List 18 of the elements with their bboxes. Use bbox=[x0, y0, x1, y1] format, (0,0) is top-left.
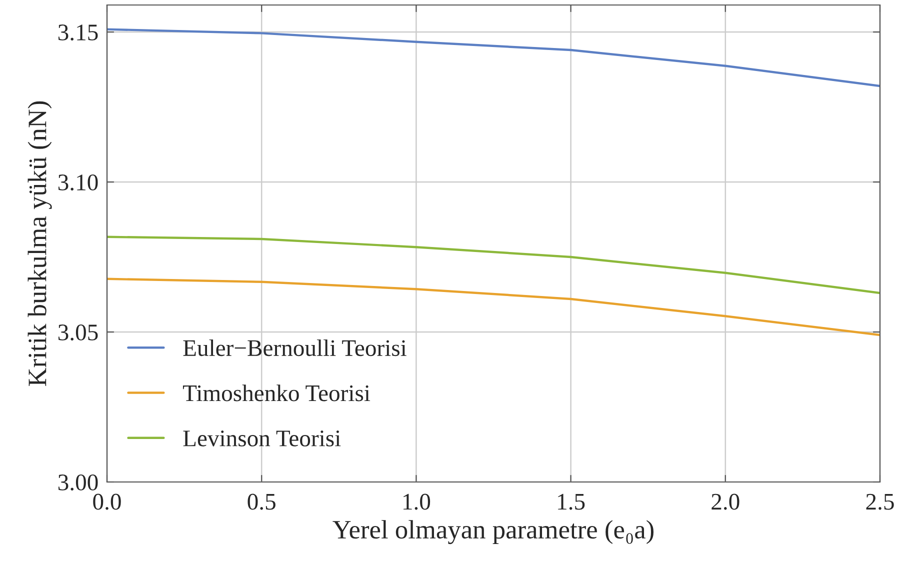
line-series bbox=[107, 278, 880, 336]
legend-label: Timoshenko Teorisi bbox=[182, 384, 370, 402]
line-series bbox=[107, 28, 880, 88]
x-tick-label: 2.0 bbox=[712, 494, 740, 510]
y-axis-title: Kritik burkulma yükü (nN) bbox=[28, 101, 52, 386]
x-tick-label: 0.0 bbox=[93, 494, 121, 510]
legend-label: Levinson Teorisi bbox=[183, 430, 341, 446]
x-tick-label: 0.5 bbox=[248, 494, 276, 510]
legend-label: Euler−Bernoulli Teorisi bbox=[183, 339, 406, 356]
y-tick-label: 3.00 bbox=[58, 474, 98, 491]
y-tick-label: 3.05 bbox=[58, 324, 98, 341]
x-tick-label: 1.0 bbox=[404, 494, 430, 510]
x-tick-label: 1.5 bbox=[558, 494, 585, 510]
line-series bbox=[107, 236, 880, 294]
x-tick-label: 2.5 bbox=[866, 494, 894, 510]
x-axis-title: Yerel olmayan parametre (e₀a) bbox=[332, 520, 654, 544]
y-tick-label: 3.15 bbox=[58, 24, 98, 41]
y-tick-label: 3.10 bbox=[58, 174, 98, 191]
